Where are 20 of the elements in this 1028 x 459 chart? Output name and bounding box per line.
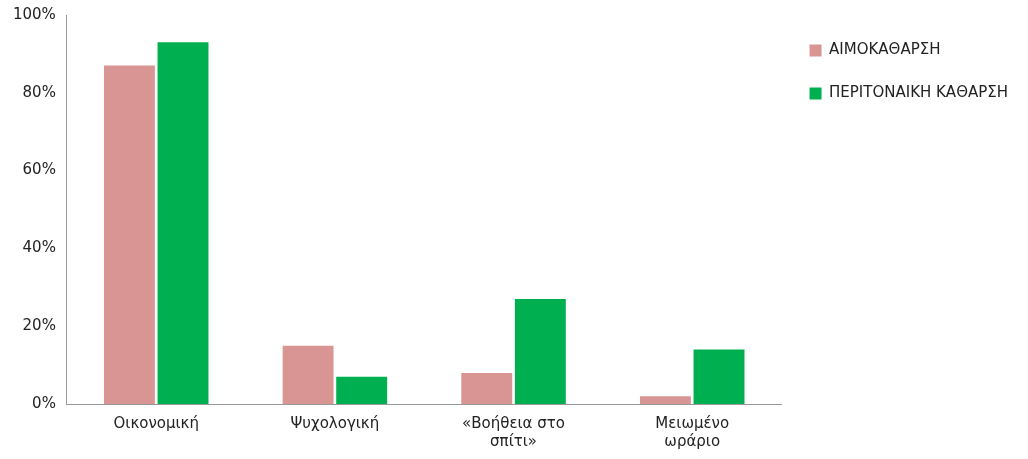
y-tick-label: 100% — [12, 4, 56, 23]
x-tick-label: Οικονομική — [113, 413, 199, 432]
bar — [282, 345, 334, 404]
x-tick-label: Ψυχολογική — [290, 413, 380, 432]
bar — [693, 349, 745, 404]
bar — [157, 42, 209, 404]
y-tick-label: 60% — [22, 160, 56, 179]
bar — [336, 376, 388, 404]
y-tick-label: 20% — [22, 316, 56, 335]
y-tick-label: 0% — [32, 393, 56, 412]
legend-label: ΠΕΡΙΤΟΝΑΙΚΗ ΚΑΘΑΡΣΗ — [829, 83, 1008, 102]
x-tick-label: Μειωμένο ωράριο — [655, 413, 730, 450]
bar — [514, 298, 566, 404]
bar — [461, 372, 513, 404]
bar — [639, 396, 691, 404]
x-tick-label: «Βοήθεια στο σπίτι» — [462, 413, 565, 450]
bar — [103, 65, 155, 404]
legend-label: ΑΙΜΟΚΑΘΑΡΣΗ — [829, 40, 941, 59]
y-tick-label: 40% — [22, 238, 56, 257]
y-tick-label: 80% — [22, 82, 56, 101]
